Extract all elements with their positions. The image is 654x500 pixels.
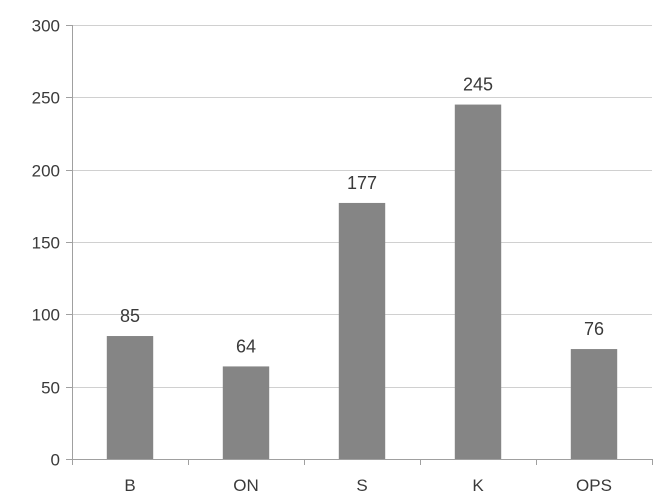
bar-on [222, 366, 270, 459]
bar-k [454, 104, 502, 460]
y-tick-label: 300 [32, 17, 60, 36]
x-tick-label-k: K [472, 476, 484, 495]
y-tick-label: 100 [32, 306, 60, 325]
y-tick-label: 0 [51, 451, 60, 470]
axes [66, 25, 653, 465]
y-tick-label: 150 [32, 234, 60, 253]
data-label-k: 245 [463, 75, 493, 95]
x-tick-label-ops: OPS [576, 476, 612, 495]
data-label-on: 64 [236, 336, 256, 356]
x-tick-label-on: ON [233, 476, 259, 495]
data-label-ops: 76 [584, 319, 604, 339]
x-tick-label-s: S [356, 476, 367, 495]
y-tick-label: 200 [32, 162, 60, 181]
bar-ops [570, 349, 618, 459]
data-label-s: 177 [347, 173, 377, 193]
bar-s [338, 202, 386, 459]
labels: 0 50 100 150 200 250 300 85 B 64 ON 177 S 245 K 76 OPS [32, 17, 612, 496]
y-tick-label: 250 [32, 89, 60, 108]
data-label-b: 85 [120, 306, 140, 326]
bar-b [106, 336, 154, 459]
y-tick-label: 50 [41, 379, 60, 398]
x-tick-label-b: B [124, 476, 135, 495]
bars [106, 104, 618, 460]
